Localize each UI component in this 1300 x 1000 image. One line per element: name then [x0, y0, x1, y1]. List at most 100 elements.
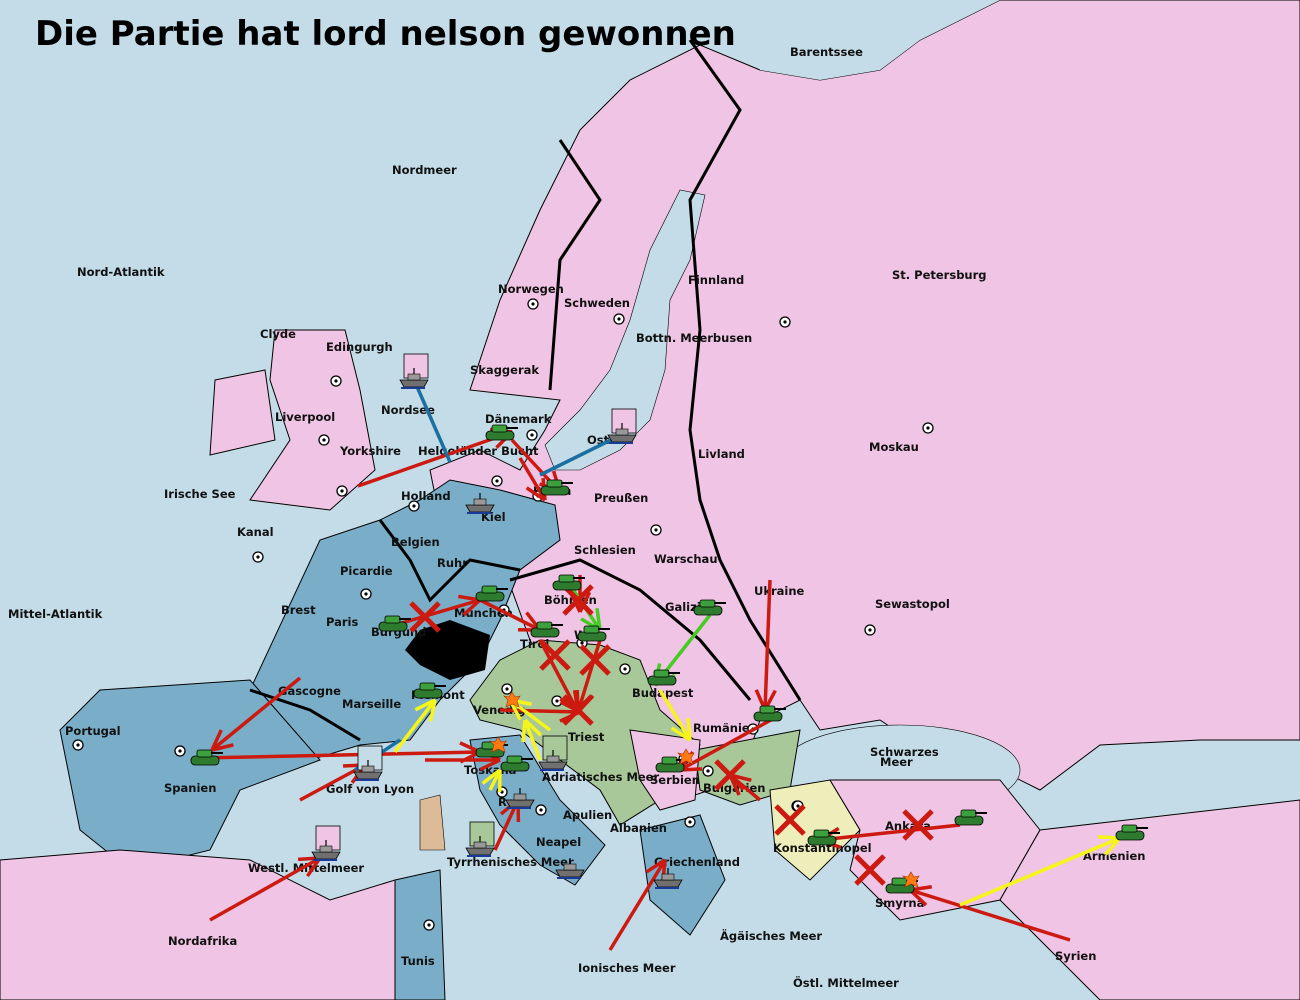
region-label: Mittel-Atlantik	[8, 607, 103, 621]
region-label: Picardie	[340, 564, 393, 578]
region-label: Moskau	[869, 440, 919, 454]
region-label: Norwegen	[498, 282, 564, 296]
region-label: Ruhr	[437, 556, 468, 570]
failed-order-icon	[714, 759, 746, 791]
army-unit-icon[interactable]	[413, 682, 446, 699]
failed-order-icon	[539, 639, 571, 671]
army-unit-icon[interactable]	[577, 625, 610, 642]
region-label: Nordsee	[381, 403, 435, 417]
order-arrow	[679, 713, 781, 772]
region-label: Smyrna	[875, 896, 924, 910]
region-label: Rumänien	[693, 721, 758, 735]
region-label: Golf von Lyon	[326, 782, 414, 796]
army-unit-icon[interactable]	[190, 749, 223, 766]
region-label: Kanal	[237, 525, 274, 539]
region-ireland	[209, 369, 276, 456]
fleet-unit-icon[interactable]	[555, 858, 585, 879]
sea-mediterranean	[230, 780, 1300, 1000]
region-label: Westl. Mittelmeer	[248, 861, 364, 875]
order-arrow	[210, 676, 302, 752]
army-unit-icon[interactable]	[753, 705, 786, 722]
fleet-unit-icon[interactable]	[399, 353, 429, 389]
fleet-unit-icon[interactable]	[465, 493, 495, 514]
region-iberia[interactable]	[59, 679, 321, 871]
fleet-unit-icon[interactable]	[607, 408, 637, 444]
island-sardinia	[419, 794, 446, 851]
region-label: Livland	[698, 447, 745, 461]
order-arrow	[479, 598, 541, 632]
region-syria[interactable]	[999, 799, 1300, 1000]
fleet-unit-icon[interactable]	[465, 821, 495, 857]
fleet-unit-icon[interactable]	[538, 735, 568, 771]
region-label: Spanien	[164, 781, 216, 795]
army-unit-icon[interactable]	[954, 809, 987, 826]
border	[688, 39, 802, 701]
convoy-line	[413, 381, 452, 463]
region-tunis[interactable]	[394, 869, 446, 1000]
army-unit-icon[interactable]	[647, 669, 680, 686]
army-unit-icon[interactable]	[485, 424, 518, 441]
region-label: Nordmeer	[392, 163, 457, 177]
army-unit-icon[interactable]	[540, 479, 573, 496]
region-label: Ägäisches Meer	[720, 928, 822, 943]
region-label: Irische See	[164, 487, 236, 501]
order-arrow	[608, 859, 667, 951]
fleet-unit-icon[interactable]	[311, 825, 341, 861]
bounce-burst-icon	[489, 736, 507, 753]
region-label: Armenien	[1083, 849, 1145, 863]
order-arrow	[576, 639, 602, 713]
region-label: Tunis	[401, 954, 435, 968]
army-unit-icon[interactable]	[378, 615, 411, 632]
army-unit-icon[interactable]	[530, 621, 563, 638]
region-label: Marseille	[342, 697, 401, 711]
region-uk[interactable]	[249, 329, 376, 511]
army-unit-icon[interactable]	[1115, 824, 1148, 841]
order-arrow	[393, 698, 437, 754]
region-label: Schwarzes	[870, 745, 939, 759]
region-label: Albanien	[610, 821, 667, 835]
region-label: Triest	[568, 730, 605, 744]
order-arrow	[523, 719, 542, 761]
order-arrow	[658, 689, 692, 741]
units-layer	[190, 353, 1148, 894]
region-label: Bottn. Meerbusen	[636, 331, 752, 345]
army-unit-icon[interactable]	[655, 756, 688, 773]
region-label: Edingurgh	[326, 340, 393, 354]
region-label: Meer	[880, 755, 913, 769]
failed-order-icon	[854, 854, 886, 886]
region-label: Finnland	[688, 273, 744, 287]
fleet-unit-icon[interactable]	[353, 745, 383, 781]
region-label: Holland	[401, 489, 451, 503]
region-label: Clyde	[260, 327, 296, 341]
region-label: St. Petersburg	[892, 268, 987, 282]
bounce-burst-icon	[902, 871, 920, 888]
border	[509, 558, 752, 701]
army-unit-icon[interactable]	[885, 877, 918, 894]
region-label: Yorkshire	[339, 444, 401, 458]
fleet-unit-icon[interactable]	[653, 868, 683, 889]
order-arrow	[763, 579, 772, 711]
army-unit-icon[interactable]	[500, 755, 533, 772]
region-label: Portugal	[65, 724, 121, 738]
region-label: Adriatisches Meer	[542, 770, 659, 784]
order-arrow	[819, 823, 961, 842]
region-north-africa[interactable]	[0, 849, 401, 1000]
fleet-unit-icon[interactable]	[505, 788, 535, 809]
switzerland-impassable	[405, 620, 490, 680]
region-label: Ionisches Meer	[578, 961, 676, 975]
order-arrow	[299, 763, 366, 802]
army-unit-icon[interactable]	[475, 585, 508, 602]
region-label: Paris	[326, 615, 358, 629]
order-arrow	[499, 708, 581, 714]
army-unit-icon[interactable]	[552, 574, 585, 591]
region-label: Barentssee	[790, 45, 863, 59]
region-label: Brest	[281, 603, 316, 617]
army-unit-icon[interactable]	[807, 829, 840, 846]
border	[249, 688, 361, 742]
region-label: Skaggerak	[470, 363, 539, 377]
order-arrow	[909, 888, 1071, 942]
order-arrow	[357, 430, 513, 488]
army-unit-icon[interactable]	[693, 599, 726, 616]
failed-order-icon	[562, 584, 594, 616]
